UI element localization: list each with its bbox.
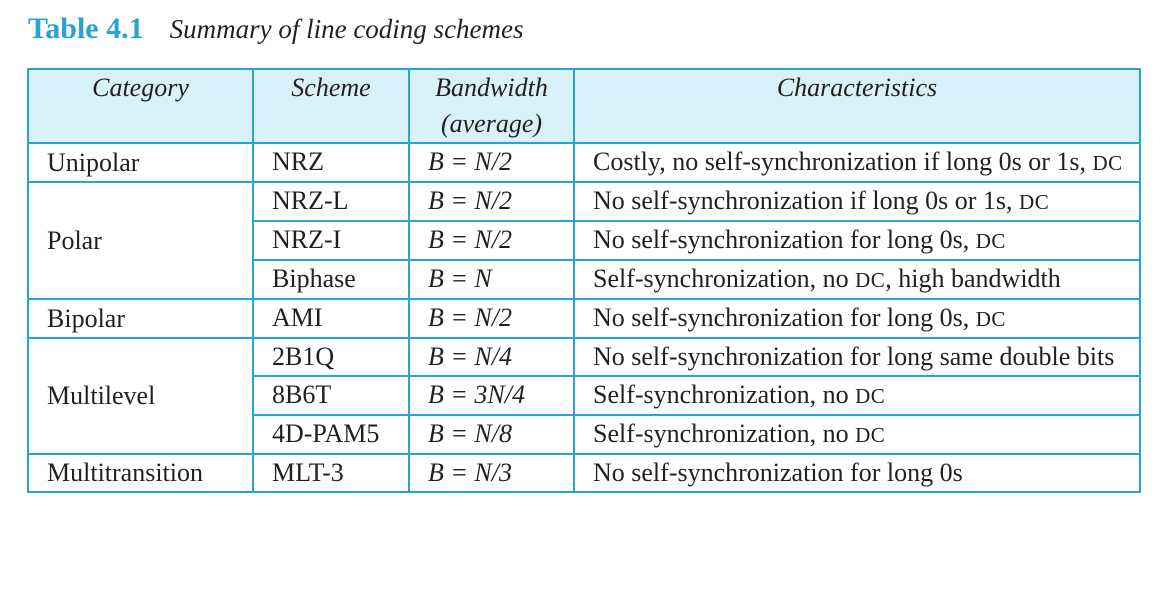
- bandwidth-cell: B = 3N/4: [408, 375, 575, 416]
- table-title: Summary of line coding schemes: [169, 14, 524, 44]
- bandwidth-cell: B = N/2: [408, 142, 575, 183]
- table-row: Polar NRZ-L B = N/2 No self-synchronizat…: [27, 181, 1141, 300]
- characteristics-cell: Costly, no self-synchronization if long …: [573, 142, 1141, 183]
- characteristics-text: No self-synchronization for long 0s,: [593, 303, 970, 332]
- characteristics-text: No self-synchronization if long 0s or 1s…: [593, 186, 1013, 215]
- bandwidth-cell: B = N: [408, 259, 575, 300]
- characteristics-text: No self-synchronization for long 0s,: [593, 225, 970, 254]
- dc-label: DC: [975, 229, 1006, 253]
- table-row: Multilevel 2B1Q B = N/4 No self-synchron…: [27, 337, 1141, 455]
- category-cell: Multilevel: [27, 337, 254, 455]
- table-row: Unipolar NRZ B = N/2 Costly, no self-syn…: [27, 142, 1141, 183]
- header-scheme: Scheme: [252, 68, 410, 144]
- characteristics-cell: Self-synchronization, no DC: [573, 375, 1141, 416]
- table-row: Bipolar AMI B = N/2 No self-synchronizat…: [27, 298, 1141, 339]
- dc-label: DC: [1019, 190, 1050, 214]
- characteristics-text-suffix: , high bandwidth: [885, 264, 1061, 293]
- table-number: Table 4.1: [28, 12, 144, 45]
- scheme-cell: 4D-PAM5: [252, 414, 410, 455]
- header-characteristics: Characteristics: [573, 68, 1141, 144]
- table-row: Biphase B = N Self-synchronization, no D…: [28, 259, 1141, 300]
- table-row: 8B6T B = 3N/4 Self-synchronization, no D…: [28, 375, 1141, 416]
- header-row: Category Scheme Bandwidth (average) Char…: [27, 68, 1141, 144]
- dc-label: DC: [975, 307, 1006, 331]
- scheme-cell: MLT-3: [252, 453, 410, 493]
- characteristics-cell: No self-synchronization if long 0s or 1s…: [573, 181, 1141, 222]
- line-coding-table: Category Scheme Bandwidth (average) Char…: [27, 68, 1141, 493]
- header-category: Category: [27, 68, 254, 144]
- scheme-cell: 8B6T: [252, 375, 410, 416]
- header-bandwidth-line2: (average): [440, 109, 543, 138]
- bandwidth-cell: B = N/3: [408, 453, 575, 493]
- category-cell: Multitransition: [27, 453, 254, 493]
- bandwidth-cell: B = N/4: [408, 337, 575, 377]
- scheme-cell: Biphase: [252, 259, 410, 300]
- table-row: 4D-PAM5 B = N/8 Self-synchronization, no…: [28, 414, 1141, 455]
- dc-label: DC: [855, 384, 886, 408]
- characteristics-text: Self-synchronization, no: [593, 419, 849, 448]
- dc-label: DC: [1092, 151, 1123, 175]
- scheme-cell: 2B1Q: [252, 337, 410, 377]
- dc-label: DC: [855, 423, 886, 447]
- table-row: Multitransition MLT-3 B = N/3 No self-sy…: [27, 453, 1141, 493]
- scheme-cell: NRZ-I: [252, 220, 410, 261]
- dc-label: DC: [855, 268, 886, 292]
- category-cell: Bipolar: [27, 298, 254, 339]
- bandwidth-cell: B = N/8: [408, 414, 575, 455]
- table-row: NRZ-I B = N/2 No self-synchronization fo…: [28, 220, 1141, 261]
- scheme-cell: NRZ: [252, 142, 410, 183]
- characteristics-cell: No self-synchronization for long 0s, DC: [573, 298, 1141, 339]
- header-bandwidth: Bandwidth (average): [408, 68, 575, 144]
- characteristics-cell: No self-synchronization for long 0s, DC: [573, 220, 1141, 261]
- category-cell: Unipolar: [27, 142, 254, 183]
- characteristics-cell: No self-synchronization for long 0s: [573, 453, 1141, 493]
- characteristics-cell: Self-synchronization, no DC: [573, 414, 1141, 455]
- bandwidth-cell: B = N/2: [408, 298, 575, 339]
- characteristics-cell: Self-synchronization, no DC, high bandwi…: [573, 259, 1141, 300]
- table-caption: Table 4.1 Summary of line coding schemes: [28, 12, 524, 46]
- characteristics-text: Self-synchronization, no: [593, 380, 849, 409]
- characteristics-text: Self-synchronization, no: [593, 264, 849, 293]
- characteristics-cell: No self-synchronization for long same do…: [573, 337, 1141, 377]
- scheme-cell: AMI: [252, 298, 410, 339]
- bandwidth-cell: B = N/2: [408, 220, 575, 261]
- category-cell: Polar: [27, 181, 254, 300]
- bandwidth-cell: B = N/2: [408, 181, 575, 222]
- header-bandwidth-line1: Bandwidth: [435, 73, 548, 102]
- characteristics-text: Costly, no self-synchronization if long …: [593, 147, 1086, 176]
- scheme-cell: NRZ-L: [252, 181, 410, 222]
